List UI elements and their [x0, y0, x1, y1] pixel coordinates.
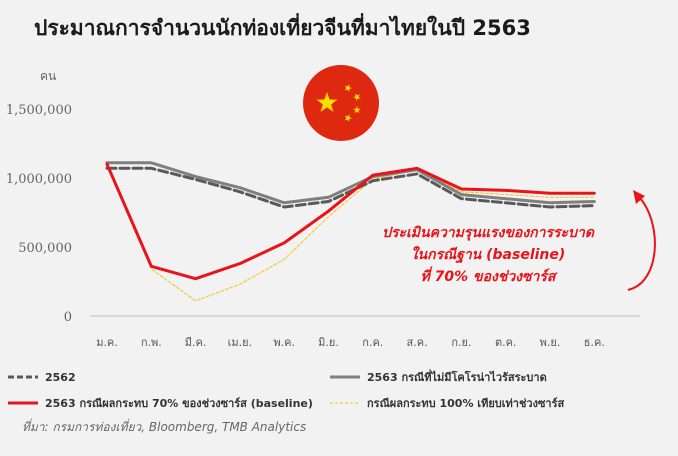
x-tick-label: ก.พ.	[141, 336, 162, 349]
series-line-0	[105, 166, 596, 209]
x-tick-label: มิ.ย.	[318, 336, 339, 349]
annotation-line: ในกรณีฐาน (baseline)	[411, 246, 566, 264]
x-tick-label: ก.ย.	[451, 336, 471, 349]
y-tick-label: 0	[64, 310, 72, 325]
flag-star-icon	[344, 114, 352, 122]
flag-star-icon	[316, 92, 338, 112]
flag-star-icon	[353, 106, 361, 114]
annotation-line: ที่ 70% ของช่วงซาร์ส	[421, 266, 558, 285]
x-tick-label: พ.ค.	[273, 336, 295, 349]
flag-star-icon	[353, 93, 361, 101]
x-tick-label: ม.ค.	[96, 336, 118, 349]
annotation-arrow	[627, 195, 656, 291]
flag-star-icon	[344, 84, 352, 92]
legend-label: กรณีผลกระทบ 100% เทียบเท่าช่วงซาร์ส	[367, 397, 565, 410]
chart-title: ประมาณการจำนวนนักท่องเที่ยวจีนที่มาไทยใน…	[34, 16, 531, 40]
x-tick-label: ต.ค.	[495, 336, 517, 349]
x-tick-label: ก.ค.	[362, 336, 383, 349]
annotation-line: ประเมินความรุนแรงของการระบาด	[382, 225, 595, 241]
x-tick-label: มี.ค.	[185, 336, 207, 349]
x-tick-label: พ.ย.	[540, 336, 561, 349]
china-flag-icon	[303, 65, 379, 141]
legend-label: 2563 กรณีผลกระทบ 70% ของช่วงซาร์ส (basel…	[45, 397, 313, 410]
legend-label: 2562	[45, 371, 76, 384]
y-tick-label: 1,000,000	[6, 172, 72, 187]
x-tick-label: ส.ค.	[407, 336, 428, 349]
series-line-2	[105, 162, 596, 281]
x-tick-label: เม.ย.	[228, 336, 252, 349]
series-line-3	[106, 163, 595, 302]
source-note: ที่มา: กรมการท่องเที่ยว, Bloomberg, TMB …	[22, 420, 307, 434]
annotation-arrowhead	[633, 190, 645, 204]
y-axis-unit-label: คน	[40, 69, 56, 83]
x-tick-label: ธ.ค.	[584, 336, 605, 349]
y-tick-label: 1,500,000	[6, 103, 72, 118]
series-line-1	[105, 161, 596, 205]
y-tick-label: 500,000	[18, 241, 72, 256]
legend-label: 2563 กรณีที่ไม่มีโคโรน่าไวรัสระบาด	[367, 369, 547, 384]
